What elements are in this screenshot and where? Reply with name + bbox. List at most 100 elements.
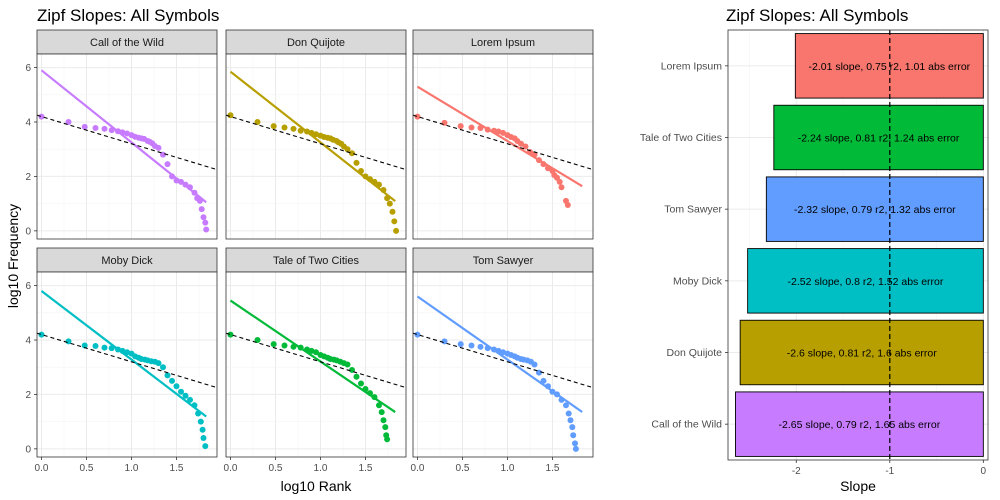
data-point bbox=[540, 377, 547, 384]
data-point bbox=[173, 383, 180, 390]
facet-grid: Call of the Wild 0 2 4 6 Don Quijote Lorem Ips… bbox=[25, 29, 594, 474]
bar-call-of-the-wild bbox=[735, 391, 984, 457]
bar-plot-area bbox=[728, 30, 988, 460]
bar-tom-sawyer bbox=[765, 176, 984, 242]
data-point bbox=[92, 125, 99, 131]
reference-line bbox=[413, 332, 593, 389]
x-tick-label: 1.5 bbox=[359, 463, 373, 474]
facet-strip bbox=[225, 29, 407, 55]
facet-strip bbox=[412, 29, 594, 55]
y-tick-label: 4 bbox=[25, 118, 31, 129]
data-point bbox=[81, 123, 88, 130]
y-tick-label: 0 bbox=[25, 444, 31, 455]
x-tick-label: 0.0 bbox=[224, 463, 238, 474]
fit-line bbox=[40, 290, 207, 418]
data-point bbox=[313, 349, 319, 356]
data-point bbox=[457, 123, 464, 130]
bar-data-label: -2.6 slope, 0.81 r2, 1.6 abs error bbox=[787, 348, 938, 360]
data-point bbox=[477, 343, 484, 350]
facet-border bbox=[412, 53, 594, 240]
facet-strip-label: Call of the Wild bbox=[90, 37, 164, 49]
x-tick-label: 0 bbox=[981, 466, 987, 477]
facet-marks bbox=[226, 70, 406, 234]
bar-data-label: -2.65 slope, 0.79 r2, 1.65 abs error bbox=[779, 419, 941, 431]
facet-border bbox=[36, 53, 218, 240]
data-point bbox=[281, 124, 288, 131]
data-point bbox=[393, 227, 400, 234]
reference-line bbox=[37, 332, 217, 389]
facet-strip-label: Tale of Two Cities bbox=[273, 255, 360, 267]
facet-plot-area bbox=[226, 54, 406, 239]
fit-line bbox=[229, 70, 396, 202]
data-point bbox=[160, 364, 166, 371]
facet-strip-label: Don Quijote bbox=[287, 37, 345, 49]
data-point bbox=[441, 338, 448, 345]
data-point bbox=[391, 218, 398, 225]
facet-tale-of-two-cities: Tale of Two Cities 0.0 0.5 1.0 1.5 bbox=[224, 247, 407, 474]
data-point bbox=[227, 112, 234, 119]
data-point bbox=[353, 373, 360, 380]
data-point bbox=[349, 150, 355, 157]
x-tick-label: -2 bbox=[792, 466, 801, 477]
data-point bbox=[202, 443, 209, 450]
fit-line bbox=[416, 85, 583, 188]
bar-moby-dick bbox=[747, 248, 984, 314]
reference-line bbox=[226, 332, 406, 389]
slope-bar-chart: -2.01 slope, 0.75 r2, 1.01 abs error -2.2… bbox=[640, 29, 989, 477]
reference-line bbox=[226, 114, 406, 171]
data-point bbox=[518, 140, 524, 147]
facet-marks bbox=[413, 85, 593, 208]
facet-moby-dick: Moby Dick 0 2 4 6 0.0 0.5 1.0 1.5 bbox=[25, 247, 218, 474]
facet-plot-area bbox=[413, 272, 593, 457]
data-point bbox=[384, 436, 391, 443]
data-point bbox=[313, 131, 319, 138]
data-point bbox=[495, 128, 502, 135]
bar-don-quijote bbox=[739, 319, 984, 386]
data-point bbox=[198, 206, 205, 213]
y-tick-label: 4 bbox=[25, 336, 31, 347]
category-label: Call of the Wild bbox=[651, 419, 722, 431]
data-point bbox=[500, 349, 506, 356]
bar-plot-border bbox=[727, 29, 989, 461]
data-point bbox=[254, 337, 261, 344]
facet-strip bbox=[225, 247, 407, 273]
facet-call-of-the-wild: Call of the Wild 0 2 4 6 bbox=[25, 29, 218, 240]
x-tick-label: 1.5 bbox=[546, 463, 560, 474]
x-tick-label: 0.5 bbox=[456, 463, 470, 474]
data-point bbox=[563, 402, 569, 409]
data-point bbox=[270, 123, 277, 130]
facet-strip-label: Moby Dick bbox=[101, 255, 153, 267]
facet-marks bbox=[413, 295, 593, 452]
data-point bbox=[569, 424, 576, 431]
data-point bbox=[281, 342, 288, 349]
facet-lorem-ipsum: Lorem Ipsum bbox=[412, 29, 594, 240]
category-label: Don Quijote bbox=[667, 347, 723, 359]
data-point bbox=[270, 341, 277, 348]
x-tick-label: 0.5 bbox=[269, 463, 283, 474]
data-point bbox=[124, 130, 130, 137]
x-tick-label: 1.0 bbox=[314, 463, 328, 474]
bar-data-label: -2.52 slope, 0.8 r2, 1.52 abs error bbox=[788, 276, 944, 288]
reference-line bbox=[413, 114, 593, 171]
data-point bbox=[376, 402, 382, 409]
facet-plot-area bbox=[226, 272, 406, 457]
data-point bbox=[308, 347, 315, 354]
left-y-axis-label: log10 Frequency bbox=[5, 204, 21, 308]
data-point bbox=[290, 125, 297, 132]
data-point bbox=[358, 380, 364, 387]
data-point bbox=[441, 119, 448, 126]
facet-plot-area bbox=[413, 54, 593, 239]
right-x-axis-label: Slope bbox=[840, 478, 876, 494]
data-point bbox=[414, 113, 421, 120]
x-tick-label: 1.0 bbox=[501, 463, 515, 474]
facet-border bbox=[36, 271, 218, 458]
category-label: Tom Sawyer bbox=[664, 204, 722, 216]
x-tick-label: 0.5 bbox=[80, 463, 94, 474]
data-point bbox=[101, 125, 108, 132]
facet-strip bbox=[36, 247, 218, 273]
data-point bbox=[81, 342, 88, 349]
data-point bbox=[155, 144, 162, 151]
data-point bbox=[38, 113, 45, 120]
data-point bbox=[227, 331, 234, 338]
